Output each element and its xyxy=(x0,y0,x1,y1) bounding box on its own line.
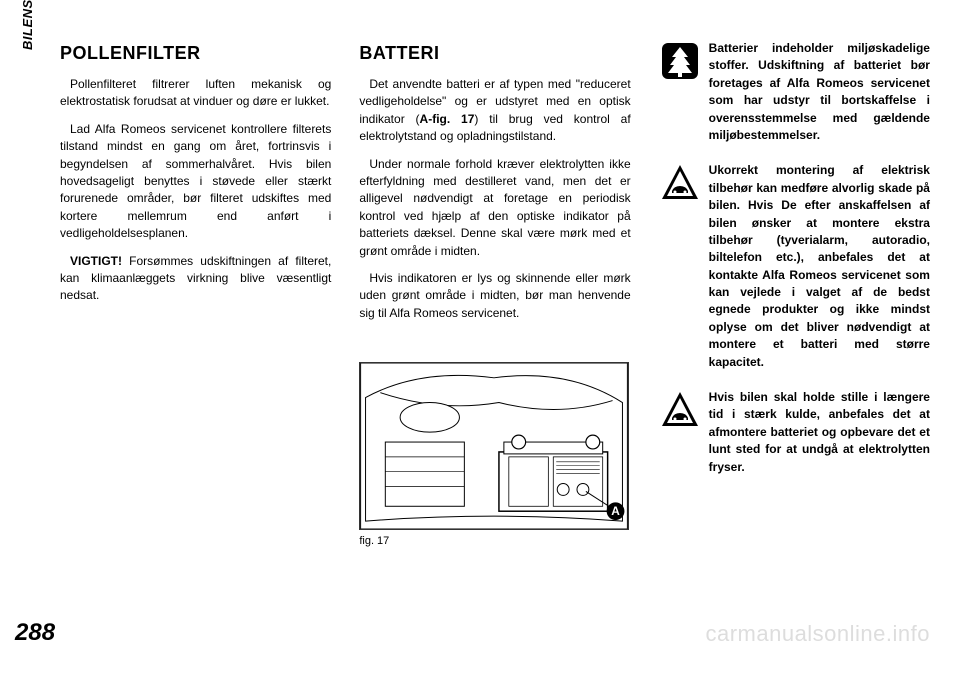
car-warning-icon-2 xyxy=(659,389,701,431)
col2-para1: Det anvendte batteri er af typen med "re… xyxy=(359,76,630,146)
col1-para1: Pollenfilteret filtrerer luften mekanisk… xyxy=(60,76,331,111)
callout-environment-text: Batterier indeholder miljøskadelige stof… xyxy=(709,40,930,144)
col2-para2: Under normale forhold kræver elektrolytt… xyxy=(359,156,630,260)
col1-para3: VIGTIGT! Forsømmes udskiftningen af filt… xyxy=(60,253,331,305)
callout-electrical-text: Ukorrekt montering af elektrisk tilbehør… xyxy=(709,162,930,371)
col2-para3: Hvis indikatoren er lys og skinnende ell… xyxy=(359,270,630,322)
heading-pollenfilter: POLLENFILTER xyxy=(60,40,331,66)
columns: POLLENFILTER Pollenfilteret filtrerer lu… xyxy=(60,40,930,550)
callout-electrical: Ukorrekt montering af elektrisk tilbehør… xyxy=(659,162,930,371)
figure-17-caption: fig. 17 xyxy=(359,534,630,550)
svg-text:A: A xyxy=(612,504,621,518)
heading-batteri: BATTERI xyxy=(359,40,630,66)
col1-para2: Lad Alfa Romeos servicenet kontrollere f… xyxy=(60,121,331,243)
callout-environment: Batterier indeholder miljøskadelige stof… xyxy=(659,40,930,144)
car-warning-icon xyxy=(659,162,701,204)
callout-cold: Hvis bilen skal holde stille i længere t… xyxy=(659,389,930,476)
figure-17-image: A xyxy=(359,362,629,530)
column-3: Batterier indeholder miljøskadelige stof… xyxy=(659,40,930,550)
column-2: BATTERI Det anvendte batteri er af typen… xyxy=(359,40,630,550)
tree-icon xyxy=(659,40,701,82)
col2-p1b: A-fig. 17 xyxy=(420,112,475,126)
sidebar-section-label: BILENS VEDLIGEHOLDELSE xyxy=(20,0,35,50)
watermark: carmanualsonline.info xyxy=(705,621,930,647)
col1-para3-strong: VIGTIGT! xyxy=(70,254,129,268)
callout-cold-text: Hvis bilen skal holde stille i længere t… xyxy=(709,389,930,476)
page-number: 288 xyxy=(15,619,55,647)
column-1: POLLENFILTER Pollenfilteret filtrerer lu… xyxy=(60,40,331,550)
page-content: POLLENFILTER Pollenfilteret filtrerer lu… xyxy=(60,40,930,640)
figure-17: A fig. 17 xyxy=(359,362,630,550)
